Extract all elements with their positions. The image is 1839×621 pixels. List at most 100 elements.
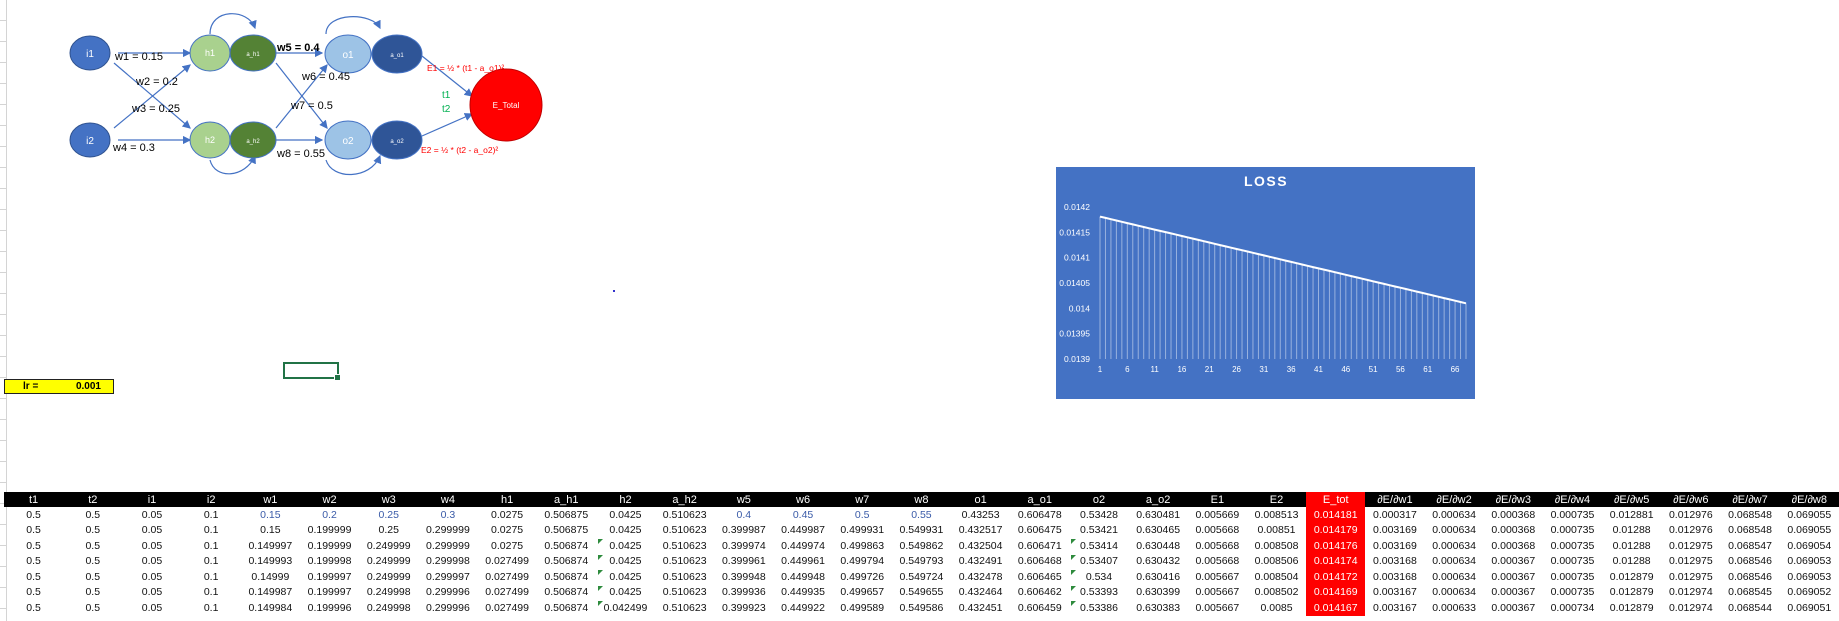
table-cell[interactable]: 0.399961 bbox=[721, 555, 766, 568]
table-cell[interactable]: 0.068545 bbox=[1728, 586, 1772, 599]
table-cell[interactable]: 0.249999 bbox=[366, 555, 411, 568]
table-cell[interactable]: 0.068546 bbox=[1728, 555, 1772, 568]
table-cell[interactable]: 0.012975 bbox=[1668, 555, 1713, 568]
table-cell[interactable]: 0.069053 bbox=[1787, 555, 1832, 568]
table-cell[interactable]: 0.5 bbox=[85, 555, 101, 568]
table-cell[interactable]: 0.15 bbox=[260, 508, 281, 521]
table-cell[interactable]: 0.0085 bbox=[1260, 601, 1293, 614]
table-cell[interactable]: 0.000734 bbox=[1550, 601, 1595, 614]
table-cell[interactable]: 0.1 bbox=[203, 508, 219, 521]
table-cell[interactable]: 0.5 bbox=[85, 508, 101, 521]
table-cell[interactable]: 0.449935 bbox=[781, 586, 825, 599]
table-cell[interactable]: 0.068546 bbox=[1728, 570, 1772, 583]
table-cell[interactable]: 0.005667 bbox=[1195, 570, 1240, 583]
table-cell[interactable]: 0.1 bbox=[203, 601, 219, 614]
table-cell[interactable]: 0.0425 bbox=[609, 508, 642, 521]
table-cell[interactable]: 0.0425 bbox=[609, 524, 642, 537]
table-cell[interactable]: 0.399948 bbox=[721, 570, 766, 583]
table-cell[interactable]: 0.0425 bbox=[596, 585, 655, 601]
table-cell[interactable]: 0.25 bbox=[378, 508, 399, 521]
column-header[interactable]: w6 bbox=[773, 492, 833, 507]
table-cell[interactable]: 0.510623 bbox=[662, 539, 707, 552]
table-cell[interactable]: 0.549655 bbox=[899, 586, 944, 599]
table-cell[interactable]: 0.606459 bbox=[1017, 601, 1062, 614]
table-cell[interactable]: 0.449974 bbox=[781, 539, 825, 552]
table-cell[interactable]: 0.432478 bbox=[958, 570, 1003, 583]
table-cell[interactable]: 0.449987 bbox=[781, 524, 825, 537]
table-cell[interactable]: 0.008504 bbox=[1254, 570, 1299, 583]
table-cell[interactable]: 0.606465 bbox=[1017, 570, 1062, 583]
table-cell[interactable]: 0.299998 bbox=[426, 555, 470, 568]
table-cell[interactable]: 0.630481 bbox=[1136, 508, 1181, 521]
table-cell[interactable]: 0.014181 bbox=[1306, 507, 1366, 523]
table-cell[interactable]: 0.014179 bbox=[1306, 522, 1366, 538]
table-cell[interactable]: 0.449961 bbox=[781, 555, 825, 568]
table-cell[interactable]: 0.003169 bbox=[1373, 524, 1417, 537]
table-cell[interactable]: 0.14999 bbox=[251, 570, 290, 583]
table-cell[interactable]: 0.027499 bbox=[485, 601, 529, 614]
table-cell[interactable]: 0.003168 bbox=[1373, 570, 1417, 583]
table-cell[interactable]: 0.630448 bbox=[1136, 539, 1181, 552]
table-cell[interactable]: 0.027499 bbox=[485, 570, 529, 583]
table-cell[interactable]: 0.000735 bbox=[1550, 539, 1595, 552]
table-cell[interactable]: 0.199999 bbox=[307, 524, 352, 537]
table-cell[interactable]: 0.549862 bbox=[899, 539, 944, 552]
column-header[interactable]: a_o1 bbox=[1010, 492, 1070, 507]
table-cell[interactable]: 0.005668 bbox=[1195, 555, 1240, 568]
table-cell[interactable]: 0.506875 bbox=[544, 524, 589, 537]
table-cell[interactable]: 0.399987 bbox=[721, 524, 766, 537]
table-cell[interactable]: 0.0275 bbox=[491, 508, 524, 521]
table-cell[interactable]: 0.5 bbox=[26, 524, 41, 537]
table-cell[interactable]: 0.012879 bbox=[1609, 570, 1654, 583]
table-cell[interactable]: 0.506874 bbox=[544, 555, 589, 568]
table-cell[interactable]: 0.506874 bbox=[544, 539, 589, 552]
table-cell[interactable]: 0.5 bbox=[85, 570, 101, 583]
column-header[interactable]: a_h1 bbox=[536, 492, 596, 507]
table-cell[interactable]: 0.249998 bbox=[366, 601, 411, 614]
table-cell[interactable]: 0.000367 bbox=[1491, 586, 1536, 599]
table-cell[interactable]: 0.249999 bbox=[366, 570, 411, 583]
table-cell[interactable]: 0.199998 bbox=[307, 555, 352, 568]
table-cell[interactable]: 0.399974 bbox=[721, 539, 766, 552]
table-cell[interactable]: 0.43253 bbox=[961, 508, 1000, 521]
table-cell[interactable]: 0.000634 bbox=[1432, 586, 1476, 599]
column-header[interactable]: w1 bbox=[240, 492, 300, 507]
table-cell[interactable]: 0.549931 bbox=[899, 524, 944, 537]
table-cell[interactable]: 0.000368 bbox=[1491, 524, 1536, 537]
table-cell[interactable]: 0.05 bbox=[141, 524, 163, 537]
table-cell[interactable]: 0.549793 bbox=[899, 555, 944, 568]
table-cell[interactable]: 0.05 bbox=[141, 508, 163, 521]
table-cell[interactable]: 0.1 bbox=[203, 539, 219, 552]
column-header[interactable]: ∂E/∂w2 bbox=[1424, 492, 1484, 507]
table-cell[interactable]: 0.2 bbox=[322, 508, 337, 521]
table-cell[interactable]: 0.000633 bbox=[1432, 601, 1476, 614]
table-cell[interactable]: 0.01288 bbox=[1612, 539, 1651, 552]
table-cell[interactable]: 0.53428 bbox=[1079, 508, 1118, 521]
table-cell[interactable]: 0.003169 bbox=[1373, 539, 1417, 552]
table-cell[interactable]: 0.1 bbox=[203, 524, 219, 537]
table-cell[interactable]: 0.249998 bbox=[366, 586, 411, 599]
column-header[interactable]: E2 bbox=[1246, 492, 1307, 507]
table-cell[interactable]: 0.003167 bbox=[1373, 586, 1417, 599]
table-cell[interactable]: 0.005668 bbox=[1195, 524, 1240, 537]
table-cell[interactable]: 0.008513 bbox=[1254, 508, 1299, 521]
column-header[interactable]: o1 bbox=[951, 492, 1011, 507]
table-cell[interactable]: 0.05 bbox=[141, 539, 163, 552]
table-cell[interactable]: 0.5 bbox=[26, 555, 41, 568]
table-cell[interactable]: 0.05 bbox=[141, 601, 163, 614]
table-cell[interactable]: 0.000317 bbox=[1373, 508, 1417, 521]
table-cell[interactable]: 0.506874 bbox=[544, 586, 589, 599]
column-header[interactable]: ∂E/∂w6 bbox=[1661, 492, 1721, 507]
table-cell[interactable]: 0.5 bbox=[85, 586, 101, 599]
table-cell[interactable]: 0.0275 bbox=[491, 524, 524, 537]
column-header[interactable]: ∂E/∂w5 bbox=[1602, 492, 1662, 507]
table-cell[interactable]: 0.630432 bbox=[1136, 555, 1181, 568]
table-cell[interactable]: 0.149993 bbox=[248, 555, 293, 568]
table-cell[interactable]: 0.45 bbox=[792, 508, 814, 521]
table-cell[interactable]: 0.510623 bbox=[662, 524, 707, 537]
table-cell[interactable]: 0.5 bbox=[26, 586, 41, 599]
table-cell[interactable]: 0.606468 bbox=[1017, 555, 1062, 568]
learning-rate-cell[interactable]: lr = 0.001 bbox=[4, 379, 114, 394]
table-cell[interactable]: 0.000735 bbox=[1550, 586, 1595, 599]
table-cell[interactable]: 0.000735 bbox=[1550, 570, 1595, 583]
